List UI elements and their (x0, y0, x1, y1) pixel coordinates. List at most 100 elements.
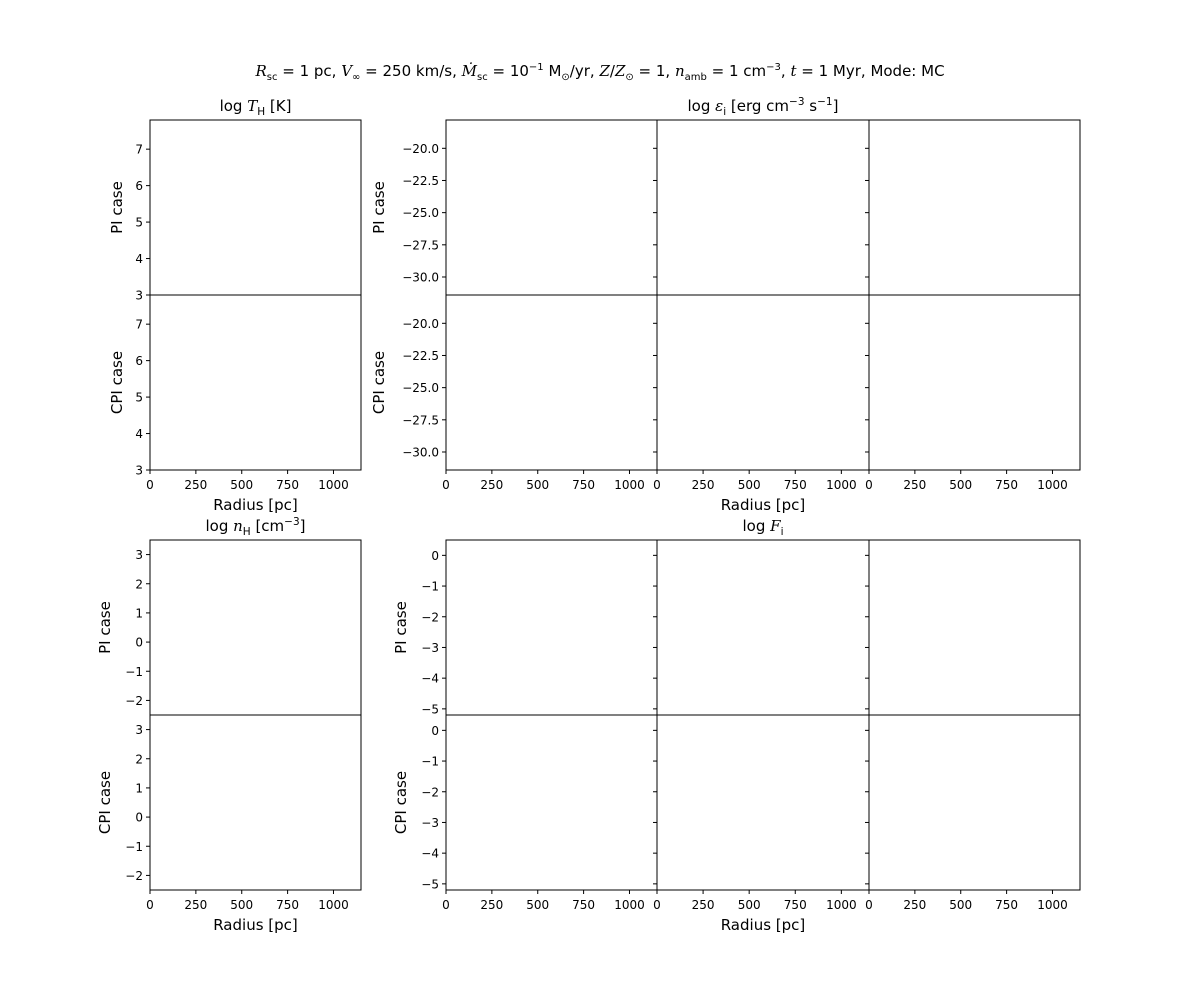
ytick-label-flux-1-1: −1 (421, 755, 439, 769)
panel-title-emissivity: log εi [erg cm−3 s−1] (688, 96, 839, 118)
xtick-label-temperature-0-1: 250 (184, 478, 207, 492)
ylabel-flux-cpi: CPI case (392, 771, 410, 834)
ytick-label-flux-0-3: −3 (421, 641, 439, 655)
xtick-label-emissivity-1-0: 0 (653, 478, 661, 492)
ytick-label-density-1-0: 3 (135, 723, 143, 737)
ytick-label-density-0-2: 1 (135, 606, 143, 620)
xtick-label-flux-0-3: 750 (572, 898, 595, 912)
ytick-label-flux-0-1: −1 (421, 580, 439, 594)
xtick-label-emissivity-0-1: 250 (480, 478, 503, 492)
ytick-label-flux-1-0: 0 (431, 724, 439, 738)
xtick-label-density-0-0: 0 (146, 898, 154, 912)
suptitle-mode: Mode: MC (870, 62, 945, 80)
suptitle-vinf: 250 km/s (382, 62, 453, 80)
ytick-label-flux-0-5: −5 (421, 702, 439, 716)
axes-frame-flux-pi-col3 (868, 539, 1081, 716)
suptitle-z: 1 (655, 62, 666, 80)
xtick-label-flux-0-1: 250 (480, 898, 503, 912)
ytick-label-flux-0-2: −2 (421, 610, 439, 624)
ytick-label-density-0-5: −2 (125, 694, 143, 708)
ytick-label-emissivity-0-3: −27.5 (402, 238, 439, 252)
xtick-label-density-0-1: 250 (184, 898, 207, 912)
xtick-label-flux-2-0: 0 (865, 898, 873, 912)
axes-frame-temperature-pi-col1 (149, 119, 362, 296)
xtick-label-emissivity-1-3: 750 (784, 478, 807, 492)
xtick-label-temperature-0-3: 750 (276, 478, 299, 492)
axes-frame-emissivity-cpi-col1 (445, 294, 658, 471)
ytick-label-density-1-1: 2 (135, 752, 143, 766)
suptitle-namb-exp: −3 (766, 62, 781, 73)
ylabel-flux-pi: PI case (392, 601, 410, 654)
ylabel-temperature-pi: PI case (108, 181, 126, 234)
xlabel-temperature: Radius [pc] (213, 496, 298, 514)
xtick-label-emissivity-0-2: 500 (526, 478, 549, 492)
axes-frame-density-pi-col1 (149, 539, 362, 716)
ytick-label-density-0-3: 0 (135, 636, 143, 650)
axes-frame-emissivity-cpi-col3 (868, 294, 1081, 471)
ytick-label-temperature-1-3: 4 (135, 427, 143, 441)
panel-title-density: log nH [cm−3] (205, 516, 305, 538)
suptitle-t: 1 Myr (818, 62, 861, 80)
ylabel-emissivity-pi: PI case (370, 181, 388, 234)
ytick-label-flux-0-4: −4 (421, 672, 439, 686)
suptitle-rsc: 1 pc (299, 62, 332, 80)
ytick-label-density-0-1: 2 (135, 577, 143, 591)
xtick-label-flux-2-2: 500 (949, 898, 972, 912)
ylabel-density-pi: PI case (96, 601, 114, 654)
xtick-label-flux-0-2: 500 (526, 898, 549, 912)
ytick-label-temperature-0-2: 5 (135, 216, 143, 230)
xtick-label-temperature-0-4: 1000 (318, 478, 349, 492)
suptitle-mdot-unit2: /yr (569, 62, 590, 80)
axes-frame-flux-pi-col2 (656, 539, 870, 716)
xtick-label-flux-1-1: 250 (692, 898, 715, 912)
axes-frame-flux-cpi-col1 (445, 714, 658, 891)
xtick-label-emissivity-2-3: 750 (995, 478, 1018, 492)
suptitle-namb: 1 cm (728, 62, 767, 80)
ytick-label-temperature-0-1: 6 (135, 179, 143, 193)
axes-frame-emissivity-cpi-col2 (656, 294, 870, 471)
axes-frame-emissivity-pi-col3 (868, 119, 1081, 296)
ylabel-temperature-cpi: CPI case (108, 351, 126, 414)
ytick-label-emissivity-1-2: −25.0 (402, 381, 439, 395)
ytick-label-temperature-0-4: 3 (135, 289, 143, 303)
ytick-label-flux-1-3: −3 (421, 816, 439, 830)
ytick-label-temperature-1-1: 6 (135, 354, 143, 368)
xtick-label-temperature-0-2: 500 (230, 478, 253, 492)
xtick-label-flux-2-3: 750 (995, 898, 1018, 912)
xtick-label-emissivity-0-0: 0 (442, 478, 450, 492)
panel-title-temperature: log TH [K] (220, 97, 292, 118)
ytick-label-flux-0-0: 0 (431, 549, 439, 563)
xtick-label-flux-2-4: 1000 (1037, 898, 1068, 912)
xtick-label-flux-1-0: 0 (653, 898, 661, 912)
ytick-label-temperature-0-3: 4 (135, 252, 143, 266)
xtick-label-emissivity-2-4: 1000 (1037, 478, 1068, 492)
ytick-label-temperature-1-2: 5 (135, 391, 143, 405)
axes-frame-flux-pi-col1 (445, 539, 658, 716)
xtick-label-flux-1-2: 500 (738, 898, 761, 912)
axes-frame-density-cpi-col1 (149, 714, 362, 891)
ytick-label-emissivity-0-1: −22.5 (402, 174, 439, 188)
xlabel-flux: Radius [pc] (721, 916, 806, 934)
ytick-label-emissivity-0-4: −30.0 (402, 270, 439, 284)
xtick-label-density-0-4: 1000 (318, 898, 349, 912)
xtick-label-flux-1-3: 750 (784, 898, 807, 912)
xtick-label-emissivity-0-4: 1000 (614, 478, 645, 492)
xtick-label-emissivity-1-2: 500 (738, 478, 761, 492)
xtick-label-emissivity-0-3: 750 (572, 478, 595, 492)
xtick-label-emissivity-1-4: 1000 (826, 478, 857, 492)
xlabel-density: Radius [pc] (213, 916, 298, 934)
xtick-label-emissivity-2-0: 0 (865, 478, 873, 492)
ytick-label-emissivity-1-0: −20.0 (402, 317, 439, 331)
xtick-label-flux-0-4: 1000 (614, 898, 645, 912)
ytick-label-flux-1-5: −5 (421, 877, 439, 891)
ytick-label-temperature-1-4: 3 (135, 464, 143, 478)
axes-frame-emissivity-pi-col2 (656, 119, 870, 296)
ytick-label-temperature-1-0: 7 (135, 318, 143, 332)
xtick-label-flux-0-0: 0 (442, 898, 450, 912)
figure-suptitle: Rsc = 1 pc, V∞ = 250 km/s, Ṁsc = 10−1 M⊙… (255, 62, 945, 83)
xlabel-emissivity: Radius [pc] (721, 496, 806, 514)
axes-frame-temperature-cpi-col1 (149, 294, 362, 471)
ytick-label-density-0-0: 3 (135, 548, 143, 562)
ytick-label-density-1-3: 0 (135, 811, 143, 825)
